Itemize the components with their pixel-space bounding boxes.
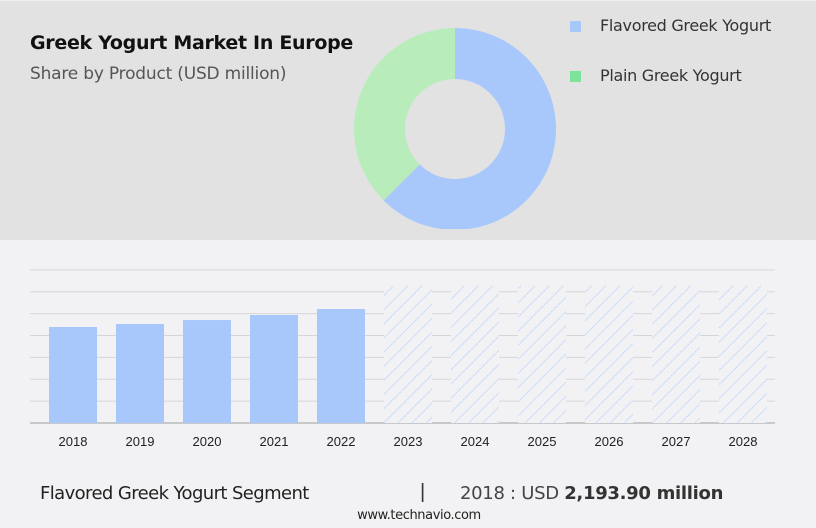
x-tick-label: 2026	[595, 434, 624, 449]
forecast-bar	[585, 285, 633, 423]
forecast-bar	[451, 285, 499, 423]
bar	[183, 320, 231, 423]
legend-label: Flavored Greek Yogurt	[600, 16, 771, 35]
forecast-bar	[719, 285, 767, 423]
x-tick-label: 2025	[528, 434, 557, 449]
segment-label: Flavored Greek Yogurt Segment	[40, 483, 309, 504]
x-tick-label: 2021	[260, 434, 289, 449]
x-tick-label: 2028	[729, 434, 758, 449]
x-tick-label: 2024	[461, 434, 490, 449]
bar	[49, 327, 97, 423]
x-tick-label: 2020	[193, 434, 222, 449]
value-amount: 2,193.90 million	[564, 483, 724, 504]
legend-swatch-plain	[570, 71, 581, 82]
legend-swatch-flavored	[570, 21, 581, 32]
separator: |	[420, 481, 426, 503]
x-tick-label: 2027	[662, 434, 691, 449]
bar	[317, 309, 365, 423]
header-panel: Greek Yogurt Market In Europe Share by P…	[0, 0, 816, 240]
segment-value: 2018 : USD 2,193.90 million	[460, 483, 723, 504]
x-tick-label: 2019	[126, 434, 155, 449]
chart-title: Greek Yogurt Market In Europe	[30, 32, 353, 54]
donut-chart	[353, 28, 556, 229]
bar	[116, 324, 164, 423]
x-tick-label: 2018	[59, 434, 88, 449]
forecast-bar	[652, 285, 700, 423]
year-label: 2018 : USD	[460, 483, 559, 504]
forecast-bar	[518, 285, 566, 423]
x-tick-label: 2022	[327, 434, 356, 449]
bar	[250, 315, 298, 423]
donut-slice-flavored	[383, 28, 556, 229]
chart-subtitle: Share by Product (USD million)	[30, 64, 287, 84]
forecast-bar	[384, 285, 432, 423]
bar-chart: 2018 2019 2020 2021 2022 2023 2024 2025 2026 2027…	[30, 269, 775, 449]
donut-slice-plain	[353, 28, 455, 201]
x-tick-label: 2023	[394, 434, 423, 449]
legend-label: Plain Greek Yogurt	[600, 66, 742, 85]
source-url: www.technavio.com	[357, 508, 481, 523]
